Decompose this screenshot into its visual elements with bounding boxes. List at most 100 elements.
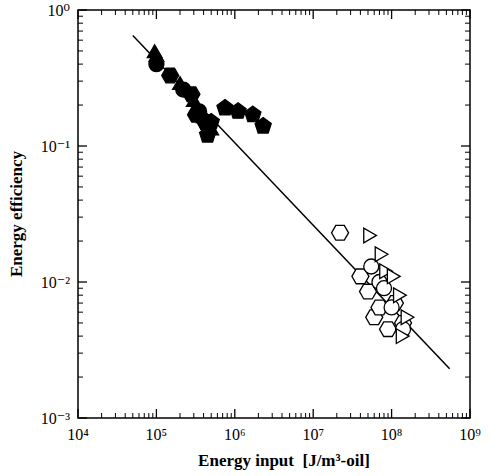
minor-tick [258, 413, 259, 418]
minor-tick [78, 167, 83, 168]
minor-tick [360, 10, 361, 15]
point [394, 288, 407, 303]
point [375, 247, 388, 262]
minor-tick [78, 105, 83, 106]
minor-tick [301, 413, 302, 418]
minor-tick [78, 312, 83, 313]
point [332, 225, 349, 240]
minor-tick [78, 377, 83, 378]
x-tick [234, 10, 235, 19]
minor-tick [272, 10, 273, 15]
x-tick [234, 409, 235, 418]
minor-tick [78, 200, 83, 201]
minor-tick [350, 10, 351, 15]
minor-tick [152, 10, 153, 15]
y-tick [78, 145, 87, 146]
minor-tick [78, 288, 83, 289]
minor-tick [465, 322, 470, 323]
minor-tick [465, 167, 470, 168]
minor-tick [295, 10, 296, 15]
minor-tick [465, 303, 470, 304]
minor-tick [415, 413, 416, 418]
minor-tick [125, 10, 126, 15]
minor-tick [115, 10, 116, 15]
minor-tick [231, 413, 232, 418]
minor-tick [139, 413, 140, 418]
minor-tick [78, 159, 83, 160]
minor-tick [466, 10, 467, 15]
minor-tick [465, 217, 470, 218]
minor-tick [374, 10, 375, 15]
minor-tick [462, 10, 463, 15]
point [197, 115, 214, 130]
point [387, 269, 400, 284]
minor-tick [148, 10, 149, 15]
minor-tick [379, 413, 380, 418]
fit-line [133, 35, 450, 368]
point [396, 329, 409, 344]
minor-tick [78, 295, 83, 296]
y-tick [461, 417, 470, 418]
x-tick-label: 10⁸ [381, 426, 403, 443]
x-tick-label: 10⁵ [146, 426, 168, 443]
minor-tick [78, 241, 83, 242]
x-tick [469, 10, 470, 19]
minor-tick [78, 64, 83, 65]
y-tick [461, 9, 470, 10]
x-tick [77, 409, 78, 418]
minor-tick [379, 10, 380, 15]
minor-tick [465, 241, 470, 242]
minor-tick [384, 413, 385, 418]
y-tick [461, 281, 470, 282]
minor-tick [78, 23, 83, 24]
minor-tick [465, 377, 470, 378]
minor-tick [465, 336, 470, 337]
minor-tick [78, 303, 83, 304]
x-tick [313, 10, 314, 19]
y-tick [78, 417, 87, 418]
minor-tick [465, 176, 470, 177]
point [380, 322, 397, 337]
minor-tick [336, 413, 337, 418]
minor-tick [465, 312, 470, 313]
minor-tick [78, 31, 83, 32]
y-tick-label: 10⁻¹ [41, 138, 70, 155]
minor-tick [452, 10, 453, 15]
y-axis-title: Energy efficiency [7, 150, 26, 277]
minor-tick [222, 413, 223, 418]
minor-tick [388, 413, 389, 418]
y-tick [78, 281, 87, 282]
minor-tick [144, 10, 145, 15]
minor-tick [465, 31, 470, 32]
minor-tick [336, 10, 337, 15]
minor-tick [211, 10, 212, 15]
minor-tick [78, 176, 83, 177]
minor-tick [446, 413, 447, 418]
minor-tick [465, 23, 470, 24]
minor-tick [180, 10, 181, 15]
x-tick-label: 10⁴ [67, 426, 89, 443]
minor-tick [309, 413, 310, 418]
x-tick [77, 10, 78, 19]
point [183, 87, 200, 102]
point [401, 310, 414, 325]
minor-tick [227, 10, 228, 15]
y-tick-label: 10⁻³ [41, 410, 70, 427]
minor-tick [465, 16, 470, 17]
y-tick [78, 9, 87, 10]
minor-tick [148, 413, 149, 418]
minor-tick [132, 10, 133, 15]
point [245, 106, 261, 121]
minor-tick [139, 10, 140, 15]
minor-tick [217, 413, 218, 418]
minor-tick [465, 295, 470, 296]
y-tick-label: 10⁰ [48, 2, 70, 19]
point [255, 118, 271, 133]
minor-tick [350, 413, 351, 418]
minor-tick [101, 413, 102, 418]
minor-tick [465, 152, 470, 153]
minor-tick [305, 10, 306, 15]
minor-tick [367, 10, 368, 15]
minor-tick [101, 10, 102, 15]
point [364, 228, 377, 243]
